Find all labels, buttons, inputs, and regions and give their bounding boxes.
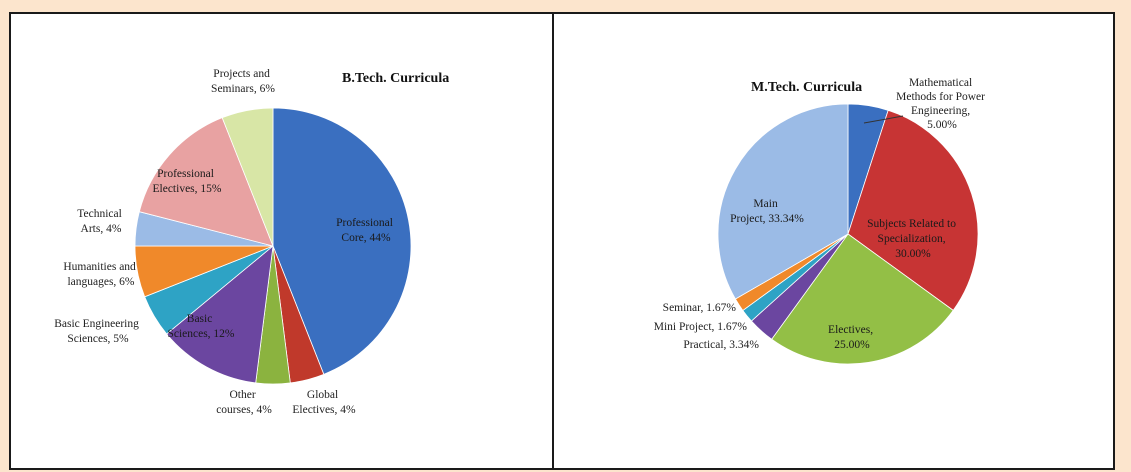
label-basic-engineering-sciences: Basic Engineering Sciences, 5% <box>54 318 142 345</box>
mtech-slice-main-project <box>717 103 849 300</box>
btech-pie-chart: B.Tech. Curricula Professional Core, 44%… <box>54 68 449 416</box>
label-seminar: Seminar, 1.67% <box>663 302 737 314</box>
btech-slice-professional-electives <box>138 117 274 247</box>
label-global-electives: Global Electives, 4% <box>292 389 356 416</box>
btech-slices <box>134 107 412 385</box>
label-professional-electives: Professional Electives, 15% <box>153 168 222 195</box>
leader-line-math-methods <box>863 115 904 124</box>
label-subjects-related: Subjects Related to Specialization, 30.0… <box>867 218 959 260</box>
mtech-slice-electives <box>771 233 954 365</box>
label-mini-project: Mini Project, 1.67% <box>654 321 748 333</box>
label-electives: Electives, 25.00% <box>828 324 876 351</box>
panel-divider <box>552 12 554 470</box>
label-math-methods: Mathematical Methods for Power Engineeri… <box>896 77 988 131</box>
label-projects-seminars: Projects and Seminars, 6% <box>211 68 275 95</box>
btech-slice-professional-core <box>272 107 412 375</box>
mtech-pie-chart: M.Tech. Curricula Mathematical Methods f… <box>654 77 988 365</box>
label-other-courses: Other courses, 4% <box>216 389 272 416</box>
mtech-panel: M.Tech. Curricula Mathematical Methods f… <box>554 14 1113 468</box>
label-humanities-languages: Humanities and languages, 6% <box>63 261 138 288</box>
label-practical: Practical, 3.34% <box>683 339 759 351</box>
btech-slice-projects-and-seminars <box>221 107 274 247</box>
label-technical-arts: Technical Arts, 4% <box>77 208 124 235</box>
mtech-chart-title: M.Tech. Curricula <box>751 80 862 95</box>
btech-chart-title: B.Tech. Curricula <box>342 71 449 86</box>
label-main-project: Main Project, 33.34% <box>730 198 804 225</box>
btech-panel: B.Tech. Curricula Professional Core, 44%… <box>11 14 552 468</box>
label-basic-sciences: Basic Sciences, 12% <box>167 313 234 340</box>
label-professional-core: Professional Core, 44% <box>336 217 396 244</box>
btech-slice-basic-sciences <box>166 245 274 384</box>
mtech-slice-subjects-related-to-specialization <box>847 109 979 311</box>
mtech-slices <box>717 103 979 365</box>
